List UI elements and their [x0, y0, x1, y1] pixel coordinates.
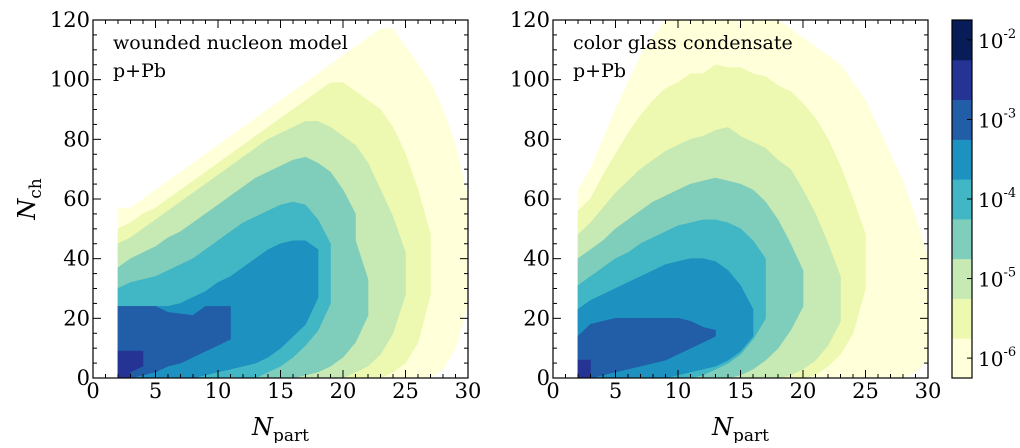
colorbar-band-6 — [952, 99, 972, 140]
colorbar-band-4 — [952, 179, 972, 220]
y-tick-label: 100 — [50, 68, 90, 92]
x-axis-label: Npart — [251, 413, 309, 443]
density-level-7 — [117, 350, 144, 378]
x-tick-label: 20 — [790, 379, 817, 403]
colorbar: 10-2 10-3 10-4 10-5 10-6 — [951, 19, 1016, 379]
x-tick-label: 0 — [86, 379, 99, 403]
panel-color-glass-condensate: 0 5 10 15 20 25 30 0 20 40 60 80 100 120 color glass c… — [510, 8, 942, 446]
colorbar-band-8 — [952, 20, 972, 61]
y-tick-label: 40 — [523, 247, 550, 271]
x-tick-label: 15 — [727, 379, 754, 403]
y-tick-label: 120 — [510, 8, 550, 32]
y-tick-label: 60 — [523, 187, 550, 211]
y-tick-label: 0 — [537, 366, 550, 390]
x-tick-label: 5 — [609, 379, 622, 403]
y-tick-label: 0 — [77, 366, 90, 390]
y-tick-label: 80 — [63, 127, 90, 151]
x-tick-label: 5 — [149, 379, 162, 403]
density-level-6 — [117, 306, 231, 378]
colorbar-band-2 — [952, 258, 972, 299]
x-tick-label: 25 — [852, 379, 879, 403]
density-level-7 — [577, 359, 591, 378]
panel-annotation: wounded nucleon model — [113, 32, 348, 54]
y-tick-label: 20 — [523, 306, 550, 330]
x-tick-label: 25 — [392, 379, 419, 403]
colorbar-band-0 — [952, 338, 972, 379]
panel-wounded-nucleon: 0 5 10 15 20 25 30 0 20 40 60 80 100 120 wounded nucle… — [13, 8, 482, 446]
y-tick-label: 80 — [523, 127, 550, 151]
x-axis-label: Npart — [711, 413, 769, 443]
colorbar-band-5 — [952, 139, 972, 180]
y-tick-label: 60 — [63, 187, 90, 211]
x-tick-label: 30 — [915, 379, 942, 403]
colorbar-band-7 — [952, 59, 972, 101]
y-axis-label: Nch — [13, 178, 46, 221]
x-tick-label: 10 — [665, 379, 692, 403]
x-tick-label: 10 — [205, 379, 232, 403]
x-tick-label: 15 — [267, 379, 294, 403]
density-level-6 — [577, 317, 716, 378]
colorbar-label: 10-5 — [978, 266, 1016, 292]
colorbar-band-3 — [952, 218, 972, 260]
panel-annotation: p+Pb — [113, 60, 166, 82]
colorbar-band-1 — [952, 298, 972, 339]
y-tick-label: 120 — [50, 8, 90, 32]
x-tick-label: 20 — [330, 379, 357, 403]
x-tick-label: 0 — [546, 379, 559, 403]
panel-annotation: p+Pb — [573, 60, 626, 82]
y-tick-label: 100 — [510, 68, 550, 92]
x-tick-label: 30 — [455, 379, 482, 403]
colorbar-label: 10-2 — [978, 27, 1016, 53]
y-tick-label: 40 — [63, 247, 90, 271]
colorbar-label: 10-6 — [978, 345, 1016, 371]
panel-annotation: color glass condensate — [573, 32, 793, 54]
colorbar-label: 10-4 — [978, 186, 1016, 212]
colorbar-label: 10-3 — [978, 106, 1016, 132]
y-tick-label: 20 — [63, 306, 90, 330]
